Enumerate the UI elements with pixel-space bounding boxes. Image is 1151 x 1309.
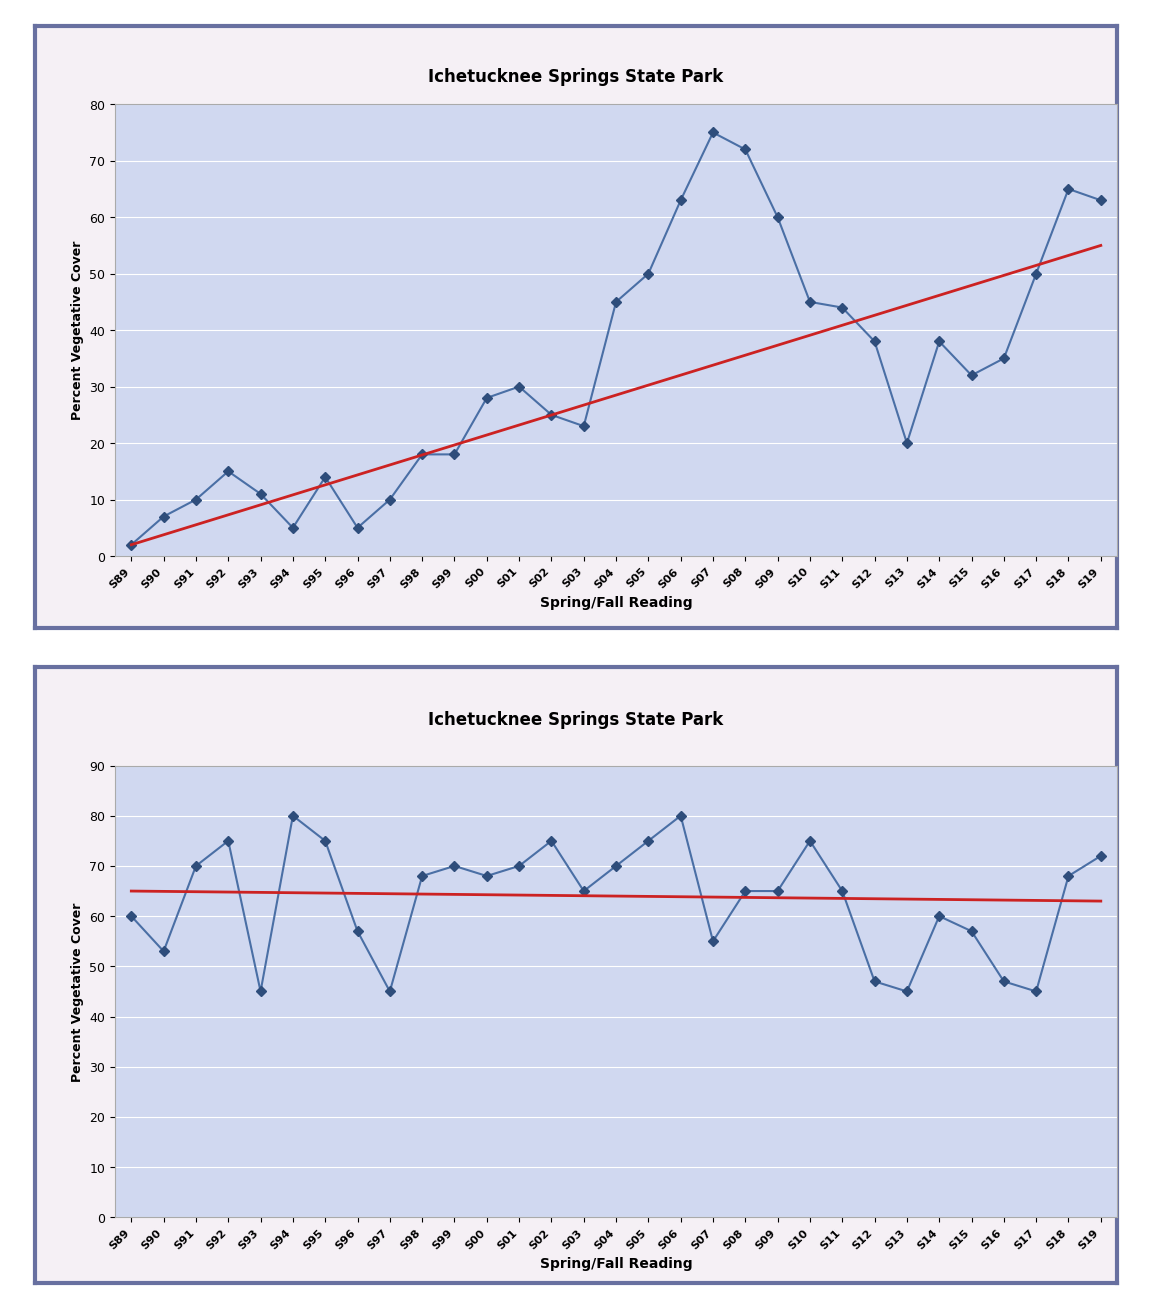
Text: Near-Equilibrium: Near-Equilibrium bbox=[503, 877, 648, 891]
X-axis label: Spring/Fall Reading: Spring/Fall Reading bbox=[540, 596, 692, 610]
Text: Spring/Fall Vegetative Cover: Spring/Fall Vegetative Cover bbox=[442, 766, 709, 784]
Text: Ichetucknee Springs State Park: Ichetucknee Springs State Park bbox=[428, 711, 723, 729]
X-axis label: Spring/Fall Reading: Spring/Fall Reading bbox=[540, 1257, 692, 1271]
Text: Positive Recovery: Positive Recovery bbox=[500, 230, 651, 246]
Text: Transect 4-1 (Impact--Near North Launch): Transect 4-1 (Impact--Near North Launch) bbox=[428, 177, 723, 190]
Text: Transect 15-0 (Impact--Between Midpoint and Dampier's): Transect 15-0 (Impact--Between Midpoint … bbox=[374, 822, 777, 834]
Y-axis label: Percent Vegetative Cover: Percent Vegetative Cover bbox=[71, 241, 84, 420]
Y-axis label: Percent Vegetative Cover: Percent Vegetative Cover bbox=[71, 902, 84, 1081]
Text: Spring/Fall Vegetative Cover: Spring/Fall Vegetative Cover bbox=[442, 123, 709, 140]
Text: Ichetucknee Springs State Park: Ichetucknee Springs State Park bbox=[428, 68, 723, 86]
